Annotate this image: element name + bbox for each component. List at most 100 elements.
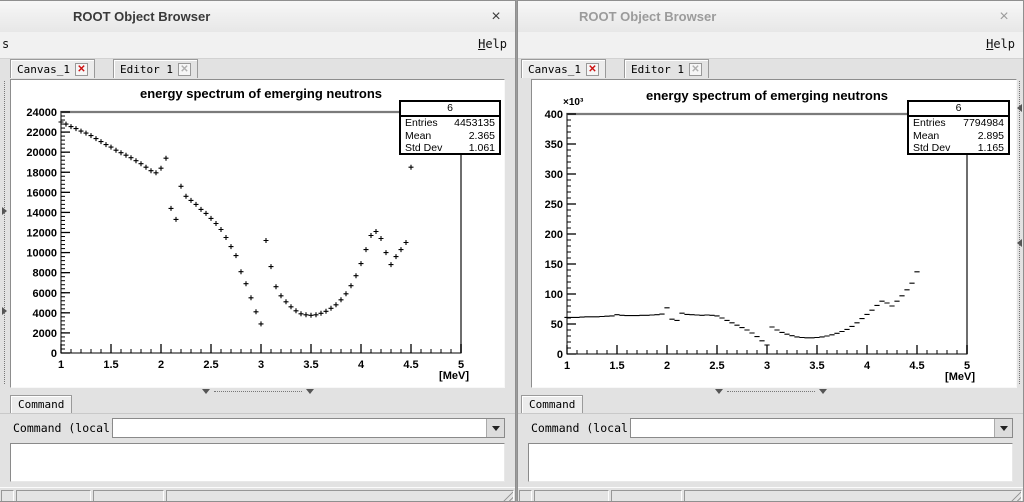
title-bar[interactable]: ROOT Object Browser × (0, 1, 515, 33)
dropdown-arrow-icon (491, 425, 500, 431)
collapse-down-chevron-icon[interactable] (305, 389, 314, 394)
splitter-dotted-line (4, 81, 5, 384)
stats-stddev-row: Std Dev 1.061 (405, 142, 495, 154)
status-segment (534, 490, 609, 501)
window-close-icon[interactable]: × (491, 8, 501, 25)
svg-text:[MeV]: [MeV] (945, 371, 975, 383)
svg-text:100: 100 (545, 289, 563, 301)
left-pane-splitter[interactable] (0, 79, 9, 386)
svg-text:10000: 10000 (26, 248, 57, 260)
status-segment (93, 490, 164, 501)
status-segment (684, 490, 1022, 501)
svg-text:×10³: ×10³ (563, 97, 584, 108)
expand-right-chevron-icon[interactable] (2, 307, 7, 315)
svg-text:1.5: 1.5 (103, 359, 118, 371)
window-close-icon[interactable]: × (999, 8, 1009, 25)
tab-editor-1[interactable]: Editor 1 ✕ (624, 59, 709, 78)
root-object-browser-window-right: ROOT Object Browser × Help Canvas_1 ✕ Ed… (517, 0, 1024, 502)
command-local-label: Command (local): (531, 421, 642, 435)
status-segment (16, 490, 91, 501)
collapse-down-chevron-icon[interactable] (714, 389, 723, 394)
svg-text:0: 0 (51, 348, 57, 360)
svg-text:20000: 20000 (26, 147, 57, 159)
tab-label: Canvas_1 (17, 62, 70, 76)
energy-spectrum-plot-right[interactable]: 1 1.5 2 2.5 3 3.5 4 4.5 505010015020025030035040… (532, 80, 1016, 387)
command-combobox[interactable] (112, 418, 505, 438)
menu-help[interactable]: Help (478, 37, 507, 51)
expand-left-chevron-icon[interactable] (1017, 239, 1022, 247)
svg-text:1: 1 (58, 359, 64, 371)
canvas-pad[interactable]: 1 1.5 2 2.5 3 3.5 4 4.5 5 0 50 100 150 200 250 300 350 40… (531, 79, 1017, 388)
command-pane-border (518, 413, 1023, 414)
command-output-area[interactable] (528, 443, 1013, 482)
tab-editor-1[interactable]: Editor 1 ✕ (113, 59, 198, 78)
tab-bar: Canvas_1 ✕ Editor 1 ✕ (0, 58, 515, 79)
svg-text:12000: 12000 (26, 228, 57, 240)
collapse-down-chevron-icon[interactable] (201, 389, 210, 394)
splitter-dotted-line (1019, 81, 1020, 384)
energy-spectrum-plot-left[interactable]: 1 1.5 2 2.5 3 3.5 4 4.5 5 0 2000 4000 6000 8000 10000 1… (11, 80, 504, 387)
title-bar[interactable]: ROOT Object Browser × (518, 1, 1023, 33)
clipped-menu-item[interactable]: s (2, 37, 10, 51)
svg-text:4000: 4000 (33, 308, 57, 320)
svg-text:3.5: 3.5 (809, 360, 824, 372)
svg-text:22000: 22000 (26, 127, 57, 139)
svg-text:1.5: 1.5 (609, 360, 624, 372)
menu-help[interactable]: Help (986, 37, 1015, 51)
status-bar (518, 487, 1023, 501)
svg-text:energy spectrum of emerging ne: energy spectrum of emerging neutrons (646, 88, 888, 103)
svg-text:4: 4 (358, 359, 365, 371)
svg-text:14000: 14000 (26, 207, 57, 219)
combo-dropdown-button[interactable] (486, 419, 504, 437)
svg-text:3.5: 3.5 (303, 359, 318, 371)
stats-mean-row: Mean 2.895 (913, 129, 1004, 142)
resize-grip-icon[interactable] (1008, 491, 1021, 501)
svg-text:1: 1 (564, 360, 570, 372)
stats-title: 6 (909, 102, 1008, 117)
status-segment (1, 490, 14, 501)
svg-text:0: 0 (557, 349, 563, 361)
expand-right-chevron-icon[interactable] (2, 207, 7, 215)
tab-command[interactable]: Command (10, 395, 73, 414)
command-input[interactable] (114, 420, 489, 436)
right-pane-splitter[interactable] (1015, 79, 1023, 386)
svg-text:3: 3 (258, 359, 264, 371)
tab-close-icon-disabled: ✕ (688, 62, 702, 76)
status-segment (166, 490, 514, 501)
svg-text:2: 2 (664, 360, 670, 372)
command-input[interactable] (632, 420, 997, 436)
menu-bar: s Help (0, 32, 515, 59)
svg-text:5: 5 (458, 359, 464, 371)
svg-text:8000: 8000 (33, 268, 57, 280)
horizontal-splitter[interactable] (518, 387, 1023, 395)
svg-text:300: 300 (545, 169, 563, 181)
svg-text:2.5: 2.5 (203, 359, 218, 371)
dropdown-arrow-icon (999, 425, 1008, 431)
splitter-dotted-line (213, 391, 302, 392)
tab-canvas-1[interactable]: Canvas_1 ✕ (10, 59, 95, 78)
svg-text:200: 200 (545, 229, 563, 241)
svg-text:energy spectrum of emerging ne: energy spectrum of emerging neutrons (140, 86, 382, 101)
stats-mean-row: Mean 2.365 (405, 129, 495, 142)
tab-canvas-1[interactable]: Canvas_1 ✕ (521, 59, 606, 78)
tab-label: Canvas_1 (528, 62, 581, 76)
command-local-label: Command (local): (13, 421, 124, 435)
svg-text:18000: 18000 (26, 167, 57, 179)
tab-close-icon[interactable]: ✕ (74, 62, 88, 76)
command-combobox[interactable] (630, 418, 1013, 438)
tab-command[interactable]: Command (521, 395, 584, 414)
horizontal-splitter[interactable] (0, 387, 515, 395)
tab-close-icon[interactable]: ✕ (585, 62, 599, 76)
collapse-down-chevron-icon[interactable] (818, 389, 827, 394)
stats-stddev-row: Std Dev 1.165 (913, 142, 1004, 154)
stats-box[interactable]: 6 Entries 7794984 Mean 2.895 Std Dev 1.165 (907, 100, 1010, 155)
tab-close-icon-disabled: ✕ (177, 62, 191, 76)
command-output-area[interactable] (10, 443, 505, 482)
combo-dropdown-button[interactable] (994, 419, 1012, 437)
resize-grip-icon[interactable] (500, 491, 513, 501)
stats-box[interactable]: 6 Entries 4453135 Mean 2.365 Std Dev 1.061 (399, 100, 501, 155)
expand-left-chevron-icon[interactable] (1017, 104, 1022, 112)
splitter-dotted-line (726, 391, 815, 392)
stats-title: 6 (401, 102, 499, 117)
canvas-pad[interactable]: 1 1.5 2 2.5 3 3.5 4 4.5 5 0 2000 4000 6000 8000 10000 1… (10, 79, 505, 388)
